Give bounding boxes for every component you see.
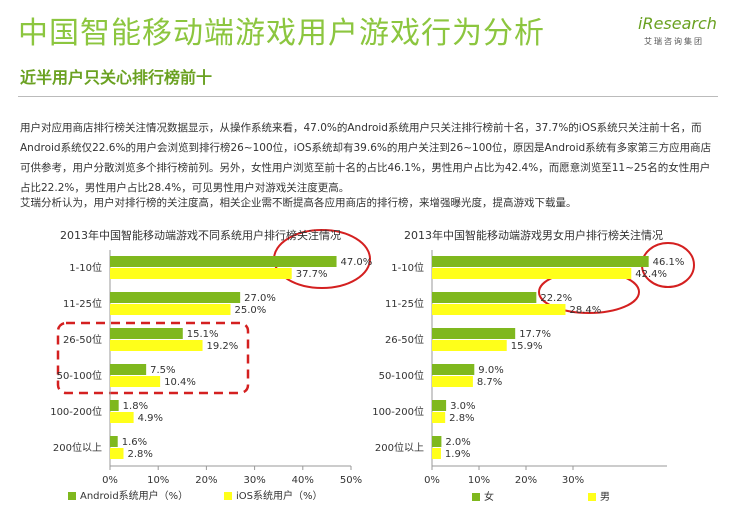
x-tick-label: 10% bbox=[147, 475, 169, 486]
y-tick-label: 200位以上 bbox=[53, 441, 102, 454]
data-label: 19.2% bbox=[207, 341, 239, 352]
x-tick-label: 30% bbox=[562, 475, 584, 486]
y-tick-label: 100-200位 bbox=[50, 405, 102, 418]
x-tick-label: 40% bbox=[292, 475, 314, 486]
data-label: 8.7% bbox=[477, 377, 502, 388]
logo-subtitle: 艾瑞咨询集团 bbox=[644, 37, 704, 46]
bar bbox=[110, 340, 203, 351]
data-label: 9.0% bbox=[478, 365, 503, 376]
data-label: 42.4% bbox=[635, 269, 667, 280]
legend-label: 男 bbox=[600, 491, 610, 503]
bar bbox=[110, 328, 183, 339]
data-label: 7.5% bbox=[150, 365, 175, 376]
x-tick-label: 20% bbox=[195, 475, 217, 486]
divider bbox=[18, 96, 718, 97]
x-tick-label: 10% bbox=[468, 475, 490, 486]
legend-swatch bbox=[588, 493, 596, 501]
bar bbox=[110, 400, 119, 411]
page-subtitle: 近半用户只关心排行榜前十 bbox=[20, 68, 213, 87]
bar bbox=[432, 304, 566, 315]
data-label: 27.0% bbox=[244, 293, 276, 304]
data-label: 1.6% bbox=[122, 437, 147, 448]
data-label: 3.0% bbox=[450, 401, 475, 412]
data-label: 37.7% bbox=[296, 269, 328, 280]
bar bbox=[110, 412, 134, 423]
y-tick-label: 1-10位 bbox=[69, 261, 102, 274]
x-tick-label: 0% bbox=[424, 475, 440, 486]
paragraph: 用户对应用商店排行榜关注情况数据显示，从操作系统来看，47.0%的Android… bbox=[20, 122, 712, 194]
legend-swatch bbox=[68, 492, 76, 500]
y-tick-label: 11-25位 bbox=[63, 297, 102, 310]
y-tick-label: 50-100位 bbox=[379, 369, 424, 382]
data-label: 17.7% bbox=[519, 329, 551, 340]
bar bbox=[432, 436, 442, 447]
legend-swatch bbox=[224, 492, 232, 500]
data-label: 4.9% bbox=[138, 413, 163, 424]
data-label: 47.0% bbox=[341, 257, 373, 268]
legend-label: iOS系统用户（%） bbox=[236, 489, 323, 502]
data-label: 25.0% bbox=[235, 305, 267, 316]
data-label: 1.8% bbox=[123, 401, 148, 412]
bar bbox=[432, 256, 649, 267]
legend-label: Android系统用户（%） bbox=[80, 489, 188, 502]
y-tick-label: 100-200位 bbox=[372, 405, 424, 418]
data-label: 22.2% bbox=[540, 293, 572, 304]
bar bbox=[110, 268, 292, 279]
x-tick-label: 30% bbox=[243, 475, 265, 486]
data-label: 2.0% bbox=[445, 437, 470, 448]
y-tick-label: 200位以上 bbox=[375, 441, 424, 454]
bar bbox=[110, 364, 147, 375]
logo: iResearch bbox=[638, 14, 717, 33]
data-label: 15.9% bbox=[511, 341, 543, 352]
y-tick-label: 26-50位 bbox=[385, 333, 424, 346]
chart-title: 2013年中国智能移动端游戏不同系统用户排行榜关注情况 bbox=[60, 228, 341, 242]
bar bbox=[432, 364, 475, 375]
bar bbox=[432, 412, 446, 423]
bar bbox=[432, 292, 537, 303]
bar bbox=[432, 268, 632, 279]
paragraph: 艾瑞分析认为，用户对排行榜的关注度高，相关企业需不断提高各应用商店的排行榜，来增… bbox=[20, 197, 577, 209]
data-label: 2.8% bbox=[449, 413, 474, 424]
legend-swatch bbox=[472, 493, 480, 501]
page-title: 中国智能移动端游戏用户游戏行为分析 bbox=[18, 16, 545, 51]
y-tick-label: 1-10位 bbox=[391, 261, 424, 274]
bar bbox=[432, 376, 473, 387]
y-tick-label: 26-50位 bbox=[63, 333, 102, 346]
bar bbox=[432, 328, 516, 339]
data-label: 46.1% bbox=[653, 257, 685, 268]
data-label: 15.1% bbox=[187, 329, 219, 340]
bar bbox=[110, 376, 161, 387]
legend-label: 女 bbox=[484, 490, 494, 503]
bar bbox=[110, 292, 241, 303]
bar bbox=[432, 400, 447, 411]
bar bbox=[110, 256, 337, 267]
bar bbox=[110, 448, 124, 459]
x-tick-label: 50% bbox=[340, 475, 362, 486]
data-label: 28.4% bbox=[569, 305, 601, 316]
highlight-box bbox=[56, 321, 250, 395]
bar bbox=[432, 340, 507, 351]
chart-title: 2013年中国智能移动端游戏男女用户排行榜关注情况 bbox=[404, 228, 663, 242]
data-label: 2.8% bbox=[127, 449, 152, 460]
y-tick-label: 50-100位 bbox=[57, 369, 102, 382]
x-tick-label: 20% bbox=[515, 475, 537, 486]
bar bbox=[432, 448, 441, 459]
bar bbox=[110, 436, 118, 447]
data-label: 1.9% bbox=[445, 449, 470, 460]
data-label: 10.4% bbox=[164, 377, 196, 388]
x-tick-label: 0% bbox=[102, 475, 118, 486]
y-tick-label: 11-25位 bbox=[385, 297, 424, 310]
bar bbox=[110, 304, 231, 315]
